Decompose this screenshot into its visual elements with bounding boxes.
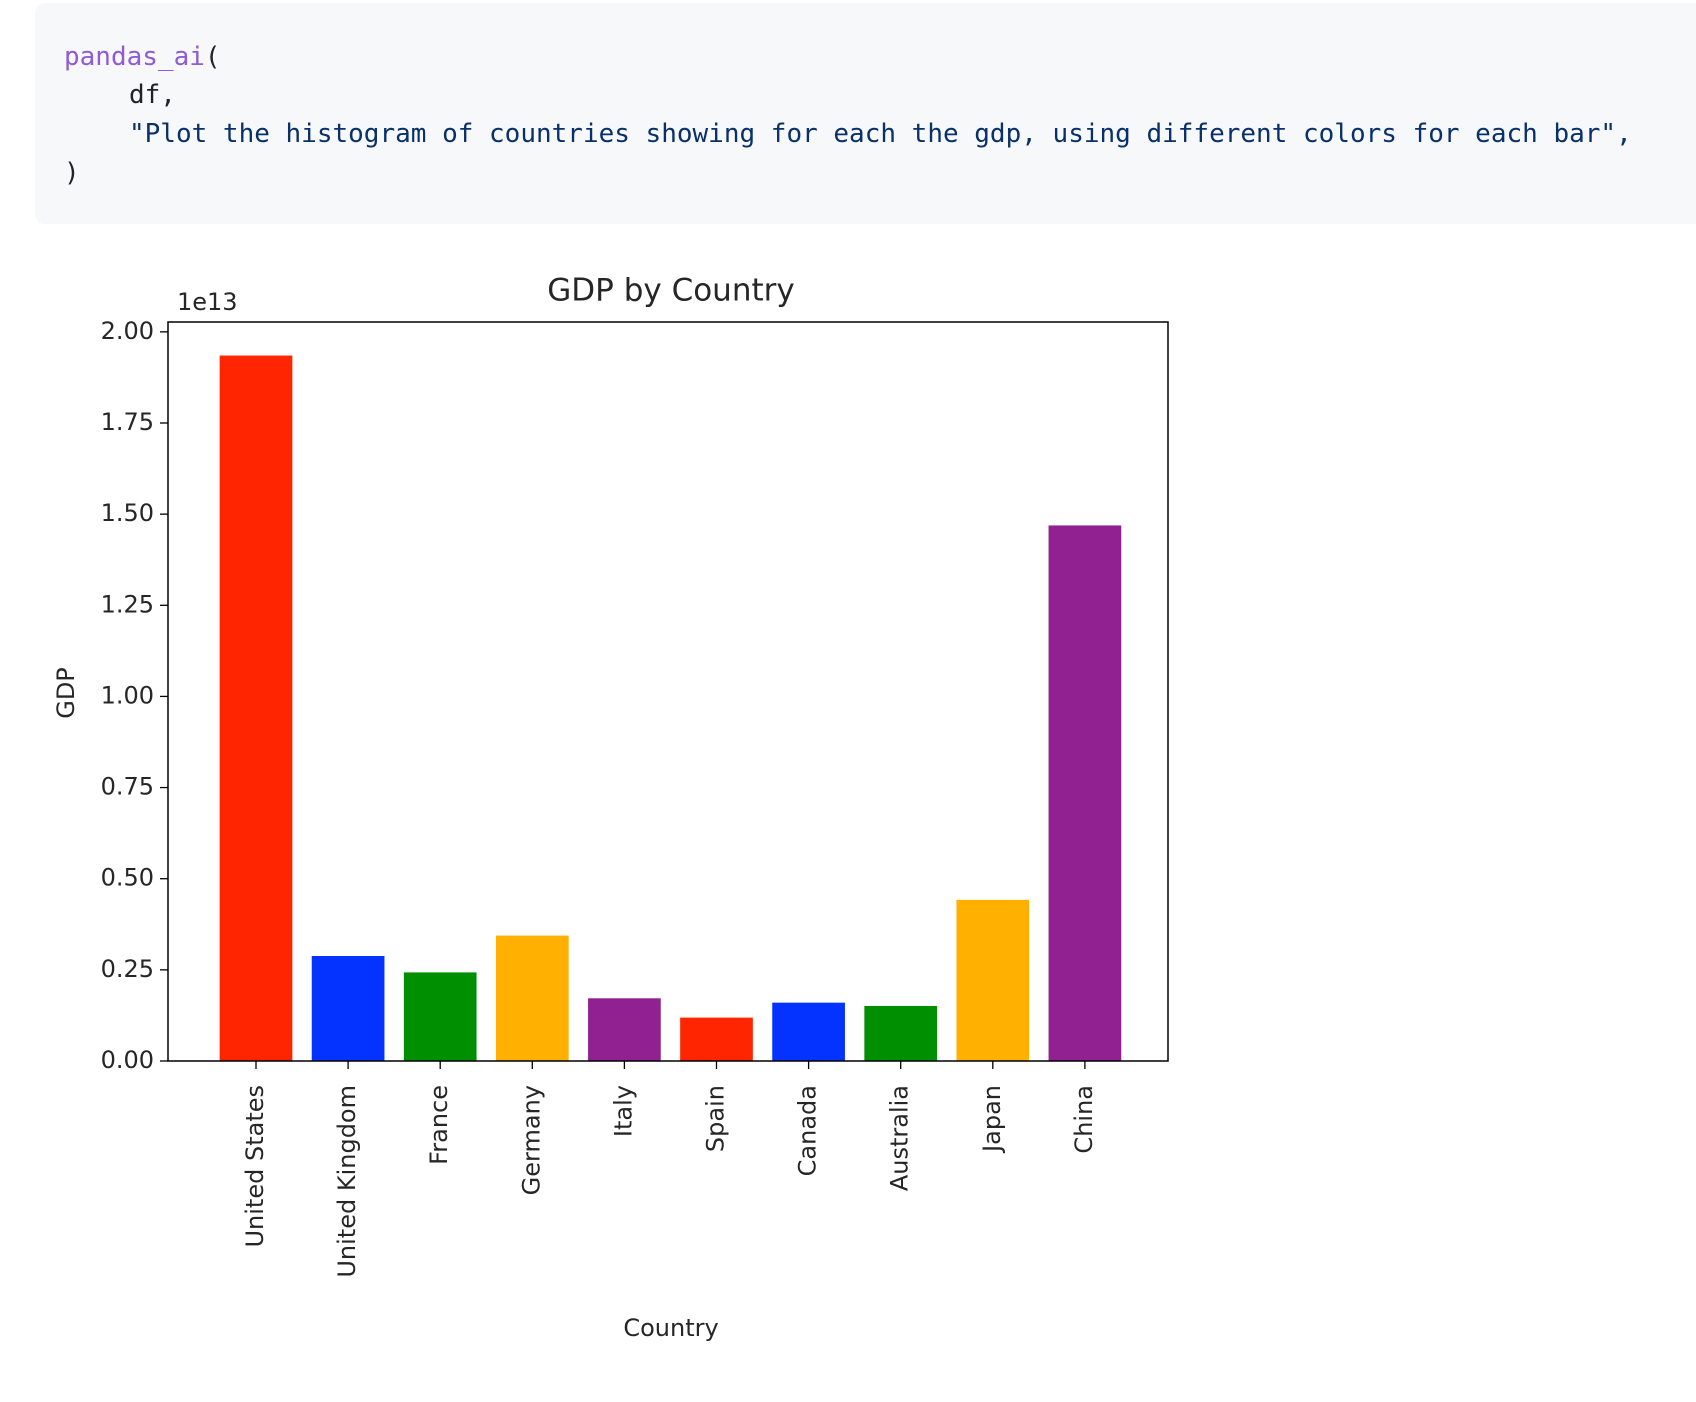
code-block: pandas_ai( df, "Plot the histogram of co… [35,3,1696,224]
bar [588,998,661,1061]
y-tick-label: 1.75 [101,408,154,436]
code-line: ) [64,158,80,188]
y-tick-label: 0.00 [101,1046,154,1074]
code-function: pandas_ai [64,42,205,72]
x-tick-label: United States [241,1085,269,1248]
y-tick-label: 1.00 [101,681,154,709]
y-tick-label: 0.75 [101,773,154,801]
x-tick-label: Japan [978,1085,1006,1154]
x-tick-label: Spain [702,1085,730,1152]
x-tick-label: China [1070,1085,1098,1154]
x-tick-label: Germany [517,1085,545,1195]
bar [1048,525,1122,1061]
x-tick-label: France [425,1085,453,1165]
y-tick-label: 0.25 [101,955,154,983]
y-tick-label: 1.50 [101,499,154,527]
x-tick-label: United Kingdom [333,1085,361,1278]
code-line: "Plot the histogram of countries showing… [129,119,1632,149]
code-line: df, [129,80,176,110]
code-paren: ( [204,42,221,72]
offset-label: 1e13 [177,288,238,316]
plot-frame [167,321,1169,1062]
y-tick-label: 1.25 [101,590,154,618]
x-tick-label: Italy [609,1085,637,1137]
bar [403,972,477,1061]
x-tick-label: Canada [794,1085,822,1176]
y-tick-label: 2.00 [101,317,154,345]
bar [219,355,293,1061]
bar [956,899,1030,1061]
bar [772,1002,845,1061]
y-tick-label: 0.50 [101,864,154,892]
bar [495,935,569,1061]
chart-title: GDP by Country [547,273,794,309]
x-axis-label: Country [623,1314,718,1342]
bar [864,1005,938,1061]
code-line: pandas_ai( [64,42,221,72]
y-axis-label: GDP [52,667,80,719]
bar [311,956,385,1061]
x-tick-label: Australia [886,1085,914,1191]
bar [680,1017,753,1061]
